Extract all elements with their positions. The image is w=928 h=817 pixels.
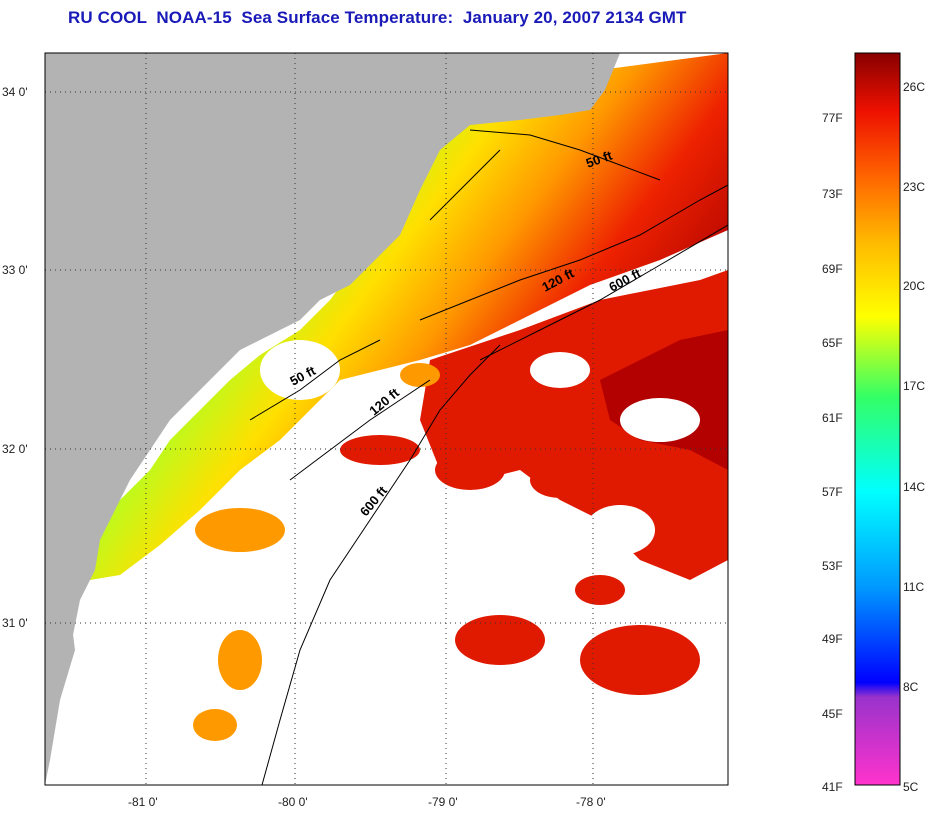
colorbar-f-label: 45F xyxy=(822,707,843,721)
colorbar-c-label: 20C xyxy=(903,279,925,293)
colorbar-c-label: 14C xyxy=(903,480,925,494)
lat-labels: 34 0' 33 0' 32 0' 31 0' xyxy=(2,85,28,630)
land-mass xyxy=(45,53,620,785)
colorbar-c-labels: 26C 23C 20C 17C 14C 11C 8C 5C xyxy=(903,80,925,794)
colorbar-f-label: 41F xyxy=(822,780,843,794)
lat-lon-grid xyxy=(45,53,728,785)
colorbar: 77F 73F 69F 65F 61F 57F 53F 49F 45F 41F … xyxy=(822,52,925,794)
lon-label: -81 0' xyxy=(128,795,158,809)
colorbar-f-label: 53F xyxy=(822,559,843,573)
colorbar-gradient xyxy=(854,52,901,786)
map-title: RU COOL NOAA-15 Sea Surface Temperature:… xyxy=(68,8,687,27)
colorbar-f-label: 61F xyxy=(822,411,843,425)
colorbar-f-labels: 77F 73F 69F 65F 61F 57F 53F 49F 45F 41F xyxy=(822,111,843,794)
lon-label: -80 0' xyxy=(278,795,308,809)
lon-label: -79 0' xyxy=(428,795,458,809)
colorbar-c-label: 23C xyxy=(903,180,925,194)
colorbar-c-label: 17C xyxy=(903,379,925,393)
colorbar-c-label: 26C xyxy=(903,80,925,94)
land-island xyxy=(45,610,75,720)
colorbar-f-label: 65F xyxy=(822,336,843,350)
isobath-50ft-north xyxy=(429,129,661,221)
colorbar-c-label: 5C xyxy=(903,780,919,794)
colorbar-f-label: 69F xyxy=(822,262,843,276)
lat-label: 32 0' xyxy=(2,442,28,456)
lat-label: 33 0' xyxy=(2,263,28,277)
isobath-120ft-south xyxy=(289,379,431,481)
lon-label: -78 0' xyxy=(576,795,606,809)
colorbar-f-label: 57F xyxy=(822,485,843,499)
isobath-600ft-south xyxy=(261,344,501,785)
colorbar-f-label: 49F xyxy=(822,632,843,646)
colorbar-c-label: 11C xyxy=(903,580,924,594)
map-frame xyxy=(44,52,729,786)
lat-label: 31 0' xyxy=(2,616,28,630)
colorbar-f-label: 73F xyxy=(822,187,843,201)
sst-orange-patches xyxy=(193,363,440,741)
colorbar-f-label: 77F xyxy=(822,111,843,125)
lon-labels: -81 0' -80 0' -79 0' -78 0' xyxy=(128,795,606,809)
isobath-600ft-north xyxy=(479,224,728,361)
no-data-gaps xyxy=(260,340,700,555)
sst-coastal-band xyxy=(90,53,728,580)
isobath-120ft-north xyxy=(419,184,728,321)
lat-label: 34 0' xyxy=(2,85,28,99)
isobath-50ft-south xyxy=(249,339,381,421)
isobath-lines xyxy=(249,129,728,785)
sst-patches xyxy=(340,435,700,695)
map-area xyxy=(45,53,728,785)
colorbar-c-label: 8C xyxy=(903,680,919,694)
